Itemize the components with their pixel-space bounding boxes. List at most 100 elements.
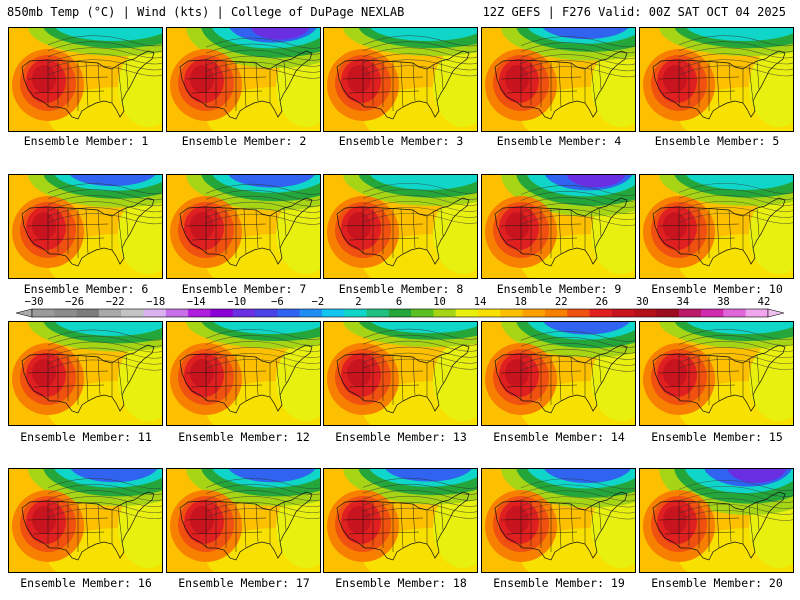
ensemble-member-caption: Ensemble Member: 12 <box>178 430 310 444</box>
ensemble-member-caption: Ensemble Member: 8 <box>338 282 464 296</box>
colorbar-swatch <box>433 309 457 317</box>
colorbar-swatch <box>165 309 189 317</box>
colorbar-swatch <box>32 309 55 317</box>
chart-header-right: 12Z GEFS | F276 Valid: 00Z SAT OCT 04 20… <box>482 5 786 19</box>
colorbar-tick-label: 34 <box>676 296 690 308</box>
ensemble-map-panel <box>639 174 794 279</box>
colorbar-swatch <box>98 309 122 317</box>
colorbar-swatch <box>701 309 724 317</box>
ensemble-member-caption: Ensemble Member: 16 <box>20 576 152 590</box>
ensemble-map-panel <box>481 321 636 426</box>
colorbar-tick-label: 30 <box>636 296 649 308</box>
temperature-map <box>639 174 794 279</box>
temperature-map <box>323 27 478 132</box>
ensemble-map-panel <box>166 321 321 426</box>
temperature-map <box>481 321 636 426</box>
colorbar-tick-label: 2 <box>355 296 362 308</box>
ensemble-map-panel <box>323 468 478 573</box>
ensemble-member-caption: Ensemble Member: 4 <box>496 134 622 148</box>
colorbar-swatch <box>611 309 635 317</box>
ensemble-member-caption: Ensemble Member: 18 <box>335 576 467 590</box>
colorbar-tick-label: 26 <box>595 296 609 308</box>
colorbar-swatch <box>232 309 256 317</box>
ensemble-map-panel <box>8 468 163 573</box>
ensemble-map-panel <box>639 27 794 132</box>
colorbar-swatch <box>455 309 479 317</box>
ensemble-member-caption: Ensemble Member: 3 <box>338 134 464 148</box>
ensemble-member-caption: Ensemble Member: 19 <box>493 576 625 590</box>
colorbar-swatch <box>589 309 613 317</box>
colorbar-tick-label: 22 <box>554 296 568 308</box>
colorbar-tick-label: −22 <box>105 296 125 308</box>
temperature-map <box>639 321 794 426</box>
colorbar-swatch <box>143 309 167 317</box>
colorbar-swatch <box>255 309 278 317</box>
temperature-map <box>166 321 321 426</box>
colorbar-swatch <box>411 309 434 317</box>
colorbar-swatch <box>656 309 680 317</box>
temperature-map <box>166 27 321 132</box>
colorbar-swatch <box>76 309 100 317</box>
temperature-map <box>481 27 636 132</box>
colorbar-tick-label: −10 <box>227 296 247 308</box>
colorbar-tick-label: −18 <box>146 296 166 308</box>
ensemble-member-caption: Ensemble Member: 14 <box>493 430 625 444</box>
ensemble-map-panel <box>323 27 478 132</box>
colorbar-tick-label: −26 <box>65 296 85 308</box>
temperature-map <box>166 468 321 573</box>
colorbar-tick-label: 14 <box>473 296 487 308</box>
temperature-map <box>323 468 478 573</box>
ensemble-member-caption: Ensemble Member: 15 <box>651 430 783 444</box>
colorbar-swatch <box>299 309 323 317</box>
temperature-map <box>323 174 478 279</box>
ensemble-map-panel <box>323 174 478 279</box>
colorbar-swatch <box>277 309 300 317</box>
temperature-map <box>166 174 321 279</box>
colorbar-swatch <box>745 309 769 317</box>
colorbar-swatch <box>678 309 702 317</box>
colorbar-tick-label: −6 <box>271 296 284 308</box>
ensemble-map-panel <box>639 321 794 426</box>
temperature-map <box>8 27 163 132</box>
colorbar-swatch <box>567 309 590 317</box>
ensemble-map-panel <box>166 174 321 279</box>
temperature-map <box>639 27 794 132</box>
colorbar-swatch <box>500 309 523 317</box>
ensemble-member-caption: Ensemble Member: 20 <box>651 576 783 590</box>
ensemble-map-panel <box>166 468 321 573</box>
colorbar-tick-label: 18 <box>514 296 527 308</box>
colorbar-tick-label: −30 <box>24 296 44 308</box>
temperature-colorbar: −30 −26 −22 −18 −14 −10 −6 −2 2 6 10 14 18 22 26 30 34 38… <box>0 296 800 320</box>
ensemble-member-caption: Ensemble Member: 9 <box>496 282 622 296</box>
ensemble-map-panel <box>323 321 478 426</box>
temperature-map <box>639 468 794 573</box>
colorbar-swatch <box>723 309 746 317</box>
colorbar-swatch <box>522 309 546 317</box>
ensemble-member-caption: Ensemble Member: 10 <box>651 282 783 296</box>
ensemble-map-panel <box>639 468 794 573</box>
ensemble-member-caption: Ensemble Member: 13 <box>335 430 467 444</box>
temperature-map <box>481 468 636 573</box>
colorbar-swatch <box>54 309 77 317</box>
colorbar-tick-label: −2 <box>311 296 325 308</box>
ensemble-map-panel <box>166 27 321 132</box>
ensemble-map-panel <box>481 27 636 132</box>
chart-header-left: 850mb Temp (°C) | Wind (kts) | College o… <box>7 5 405 19</box>
colorbar-swatch <box>344 309 367 317</box>
colorbar-swatch <box>544 309 568 317</box>
colorbar-swatch <box>366 309 390 317</box>
temperature-map <box>8 174 163 279</box>
colorbar-tick-label: 10 <box>433 296 446 308</box>
ensemble-map-panel <box>8 174 163 279</box>
colorbar-swatch <box>188 309 211 317</box>
ensemble-map-panel <box>8 27 163 132</box>
colorbar-swatch <box>210 309 234 317</box>
ensemble-member-caption: Ensemble Member: 6 <box>23 282 149 296</box>
ensemble-member-caption: Ensemble Member: 2 <box>181 134 307 148</box>
colorbar-tick-label: 42 <box>757 296 771 308</box>
ensemble-map-panel <box>8 321 163 426</box>
ensemble-member-caption: Ensemble Member: 11 <box>20 430 152 444</box>
colorbar-swatch <box>321 309 345 317</box>
temperature-map <box>8 321 163 426</box>
ensemble-map-panel <box>481 174 636 279</box>
